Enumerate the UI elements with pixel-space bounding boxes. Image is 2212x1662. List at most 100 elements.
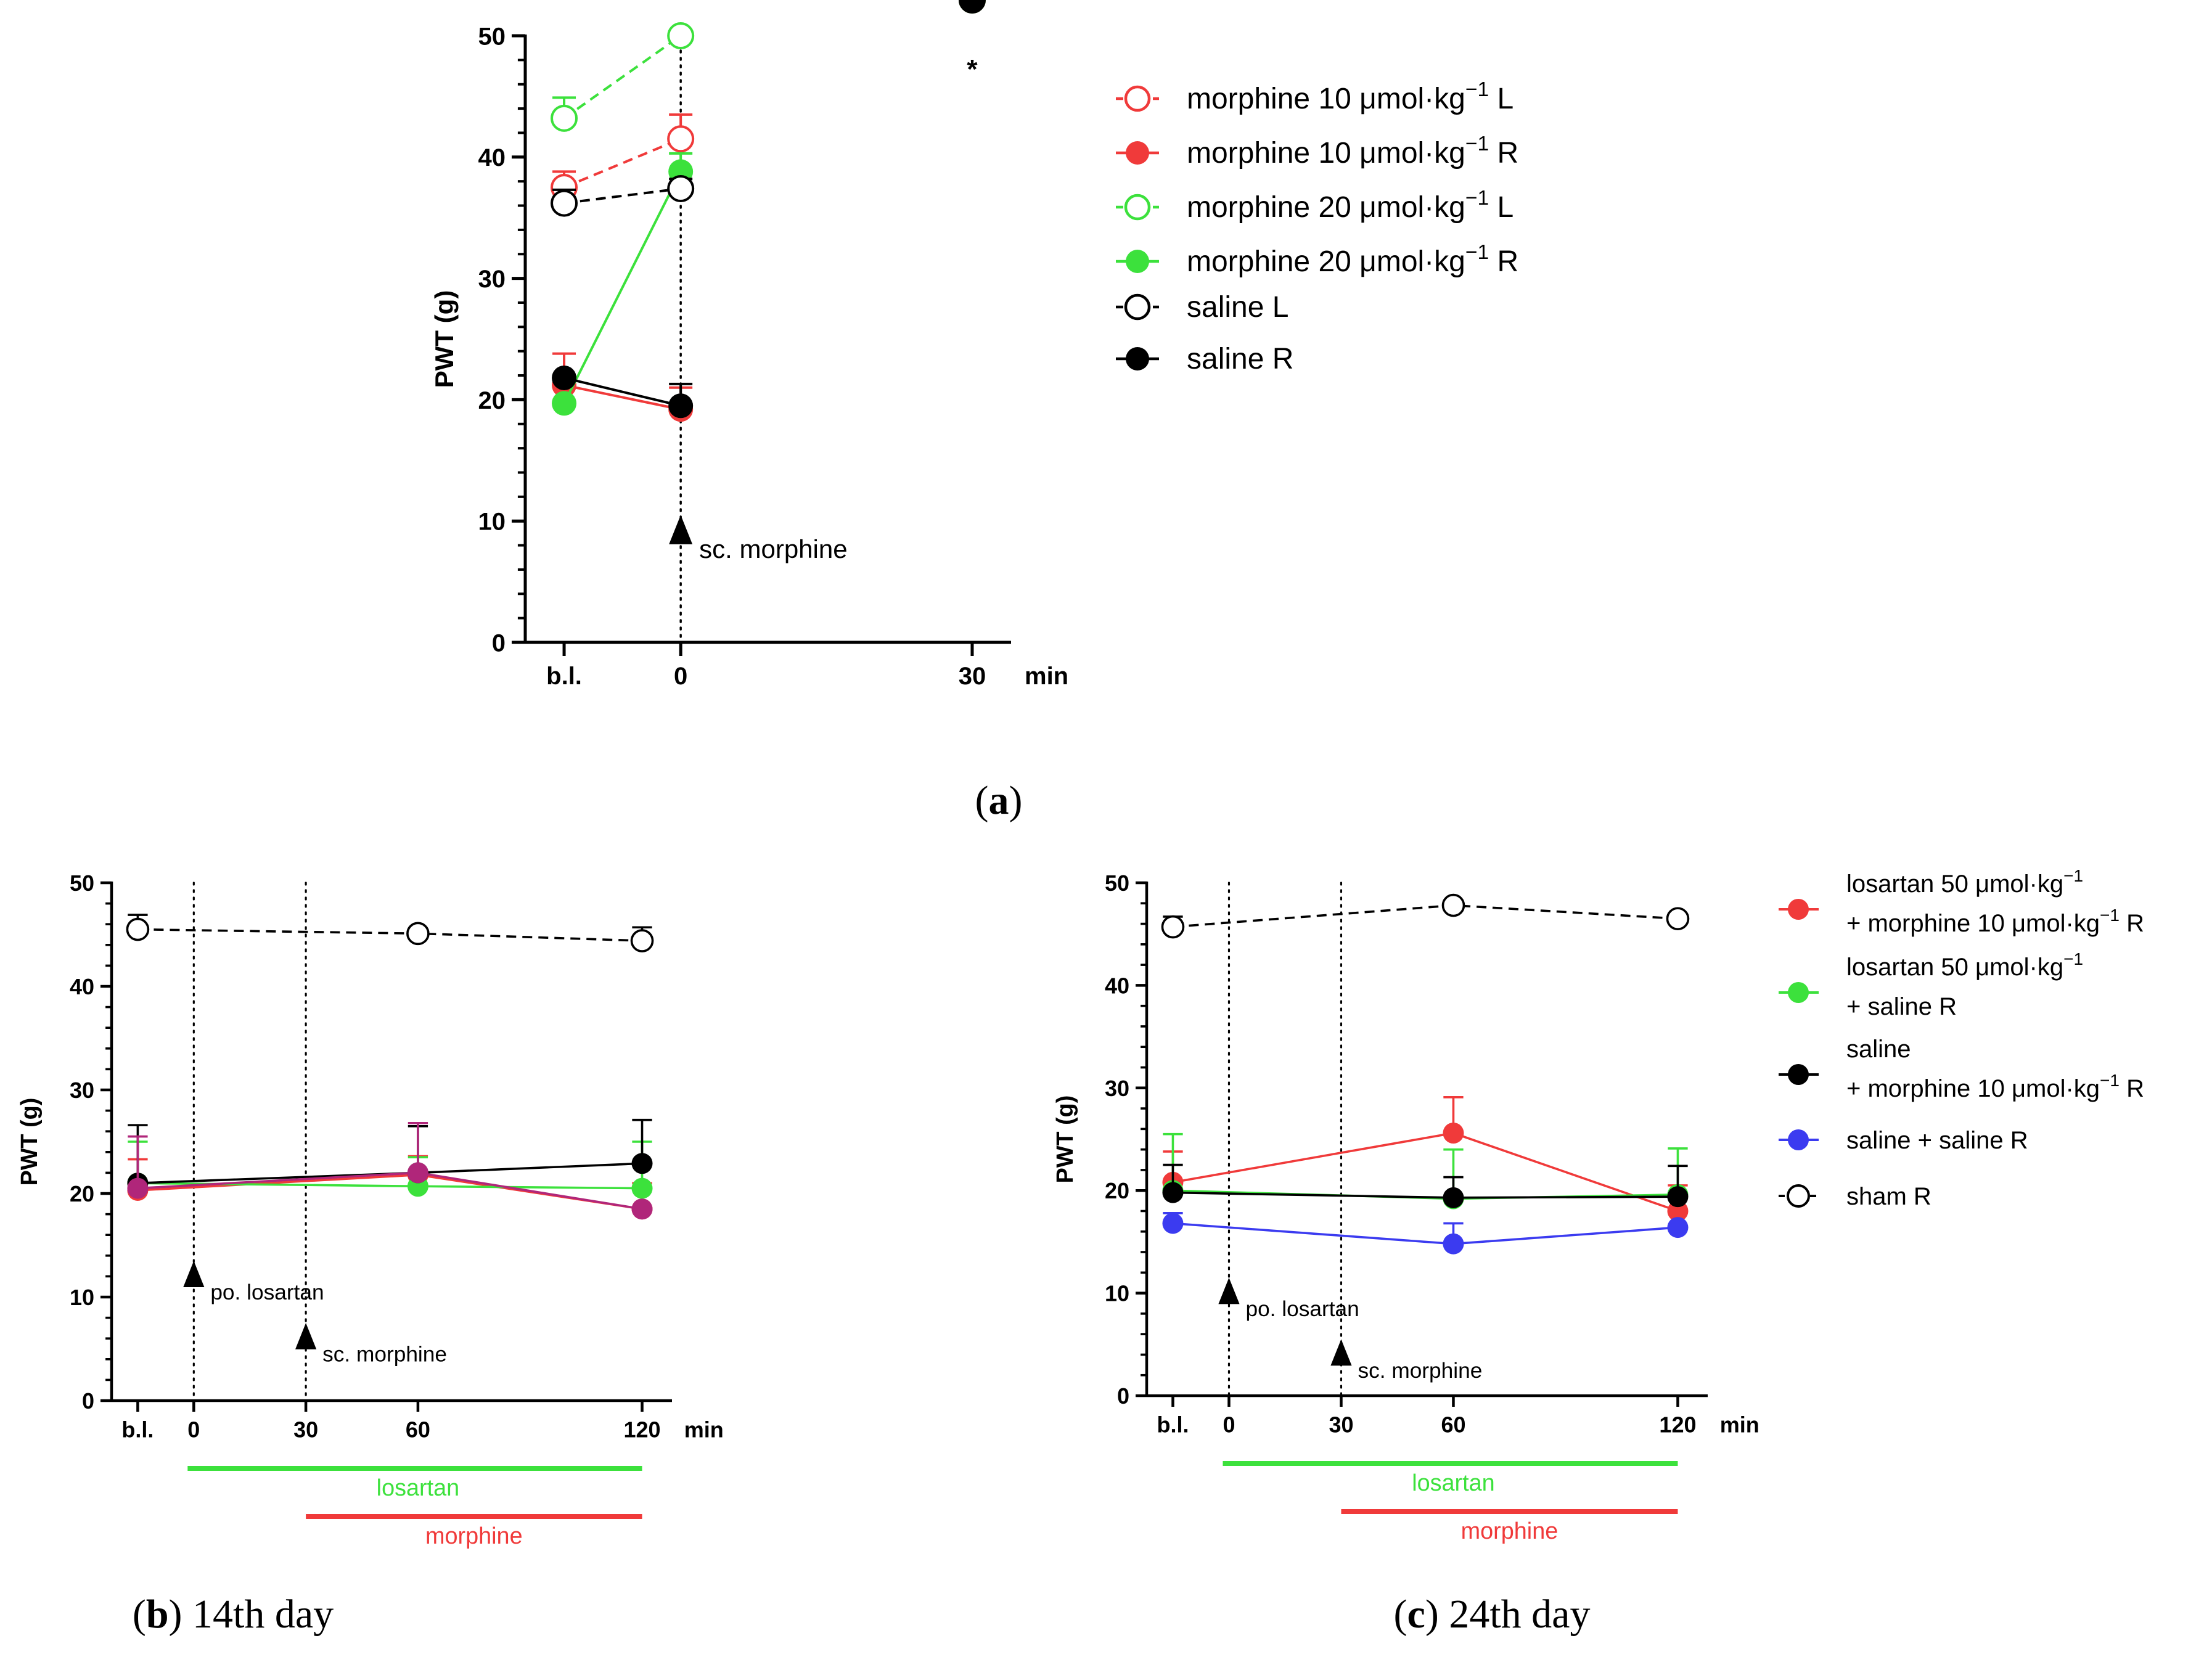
panel-b-caption-letter: b bbox=[146, 1592, 169, 1637]
legend-c-marker-1 bbox=[1788, 982, 1809, 1003]
panel-b-caption-text: 14th day bbox=[182, 1592, 334, 1637]
panel-c-point-4-0 bbox=[1161, 915, 1185, 939]
panel-c-ytick-label-5: 50 bbox=[1105, 870, 1129, 896]
legend-c-label-0-1-tail: R bbox=[2120, 910, 2144, 937]
panel-c-x-unit: min bbox=[1720, 1412, 1759, 1437]
panel-a-point-4-0 bbox=[551, 189, 578, 217]
panel-b-point-2-2 bbox=[631, 1153, 653, 1174]
panel-b-annotation-0: po. losartan bbox=[210, 1280, 324, 1304]
panel-b-treatment-label-0: losartan bbox=[377, 1475, 459, 1501]
legend-c-label-0-1-sup: −1 bbox=[2100, 906, 2120, 925]
panel-b-annotation-1: sc. morphine bbox=[322, 1343, 447, 1367]
panel-a-y-label: PWT (g) bbox=[430, 290, 459, 388]
legend-c-label-4-0: sham R bbox=[1846, 1183, 1931, 1210]
panel-c-caption-paren: ) bbox=[1425, 1592, 1439, 1637]
panel-a-ytick-label-5: 50 bbox=[478, 23, 506, 50]
panel-a-x-unit: min bbox=[1025, 663, 1068, 690]
legend-c-label-2-0: saline bbox=[1846, 1036, 1911, 1063]
panel-a-series-line-1 bbox=[563, 383, 681, 411]
legend-a-label-2-sup: −1 bbox=[1465, 187, 1489, 210]
panel-c-arrow-1 bbox=[1330, 1339, 1352, 1366]
panel-c-ytick-label-2: 20 bbox=[1105, 1178, 1129, 1203]
panel-c-treatment-label-0: losartan bbox=[1412, 1470, 1494, 1496]
legend-a-label-2-main: morphine 20 μmol·kg bbox=[1187, 191, 1465, 224]
panel-b-caption-paren: ( bbox=[133, 1592, 146, 1637]
panel-a-ytick-label-3: 30 bbox=[478, 266, 506, 293]
panel-b-xtick-label-4: 120 bbox=[623, 1417, 660, 1442]
panel-a-xtick-label-0: b.l. bbox=[546, 663, 582, 690]
legend-a-label-3-sup: −1 bbox=[1465, 241, 1489, 264]
panel-c-annotation-0: po. losartan bbox=[1245, 1297, 1359, 1321]
legend-a-label-5-main: saline R bbox=[1187, 343, 1293, 375]
legend-a-label-1: morphine 10 μmol·kg−1 R bbox=[1187, 133, 1518, 170]
panel-b-series-line-3 bbox=[137, 1171, 642, 1210]
panel-c-xtick-label-0: b.l. bbox=[1157, 1412, 1189, 1437]
panel-c-ytick-label-1: 10 bbox=[1105, 1281, 1129, 1306]
legend-c-label-1-0-main: losartan 50 μmol·kg bbox=[1846, 954, 2063, 981]
panel-a-arrow-1 bbox=[669, 515, 693, 544]
panel-c-point-2-1 bbox=[1443, 1187, 1464, 1208]
panel-a-caption: (a) bbox=[975, 778, 1023, 823]
panel-b-xtick-label-0: b.l. bbox=[121, 1417, 154, 1442]
legend-a-label-2: morphine 20 μmol·kg−1 L bbox=[1187, 187, 1514, 224]
panel-b-point-3-2 bbox=[631, 1198, 653, 1220]
panel-a-series-line-5 bbox=[563, 377, 681, 407]
legend-a bbox=[1116, 85, 1159, 370]
panel-b-point-4-2 bbox=[630, 929, 654, 952]
panel-a-point-3-0 bbox=[552, 391, 577, 416]
panel-c-point-3-1 bbox=[1443, 1233, 1464, 1255]
legend-a-marker-4 bbox=[1124, 293, 1151, 321]
panel-b-xtick-label-2: 30 bbox=[293, 1417, 318, 1442]
panel-c-series-line-3 bbox=[1173, 1222, 1678, 1245]
panel-c-xtick-label-3: 60 bbox=[1441, 1412, 1465, 1437]
legend-a-label-1-tail: R bbox=[1489, 137, 1518, 170]
legend-c-label-3-0: saline + saline R bbox=[1846, 1127, 2028, 1154]
panel-a-point-2-0 bbox=[551, 104, 578, 132]
panel-c-point-4-1 bbox=[1441, 893, 1465, 917]
legend-c-label-1-0-sup: −1 bbox=[2063, 949, 2083, 968]
legend-c-label-2-0-main: saline bbox=[1846, 1036, 1911, 1063]
legend-a-label-3: morphine 20 μmol·kg−1 R bbox=[1187, 241, 1518, 278]
panel-c-ytick-label-3: 30 bbox=[1105, 1076, 1129, 1101]
panel-b-point-4-0 bbox=[126, 917, 150, 941]
panel-c-treatment-label-1: morphine bbox=[1461, 1518, 1559, 1544]
legend-c-label-2-1: + morphine 10 μmol·kg−1 R bbox=[1846, 1071, 2144, 1102]
legend-a-label-5: saline R bbox=[1187, 343, 1293, 375]
panel-b-xtick-label-3: 60 bbox=[406, 1417, 430, 1442]
panel-a-point-4-1 bbox=[667, 174, 695, 202]
panel-a-point-5-0 bbox=[552, 365, 577, 390]
panel-a: 0 10 20 30 40 50 b.l. 0 30 min PWT (g) * sc. morphin… bbox=[430, 0, 1068, 823]
panel-c-point-4-2 bbox=[1666, 907, 1690, 931]
panel-c-xtick-label-2: 30 bbox=[1329, 1412, 1353, 1437]
panel-c-point-2-2 bbox=[1667, 1186, 1689, 1208]
panel-a-ytick-label-0: 0 bbox=[492, 629, 506, 657]
panel-b-ytick-label-5: 50 bbox=[70, 870, 94, 896]
panel-b-arrow-1 bbox=[295, 1323, 317, 1349]
panel-a-series-line-0 bbox=[563, 137, 681, 189]
panel-a-ytick-label-2: 20 bbox=[478, 387, 506, 414]
legend-a-marker-5 bbox=[1126, 347, 1149, 370]
panel-c-series-line-0 bbox=[1173, 1132, 1679, 1213]
panel-c-caption-text: 24th day bbox=[1439, 1592, 1591, 1637]
legend-c-label-0-0: losartan 50 μmol·kg−1 bbox=[1846, 866, 2083, 898]
panel-c-point-0-1 bbox=[1443, 1123, 1464, 1144]
panel-a-xtick-label-1: 0 bbox=[674, 663, 687, 690]
legend-a-label-0-tail: L bbox=[1489, 83, 1514, 115]
panel-a-caption-paren: ) bbox=[1009, 778, 1023, 823]
legend-c-marker-2 bbox=[1788, 1064, 1809, 1085]
legend-a-label-1-main: morphine 10 μmol·kg bbox=[1187, 137, 1465, 170]
legend-a-label-0-sup: −1 bbox=[1465, 78, 1489, 101]
panel-a-caption-paren: ( bbox=[975, 778, 989, 823]
panel-a-series-line-2 bbox=[563, 35, 682, 120]
legend-c-marker-3 bbox=[1788, 1129, 1809, 1150]
legend-c-label-0-1-main: + morphine 10 μmol·kg bbox=[1846, 910, 2100, 937]
panel-c: 0 10 20 30 40 50 b.l. 0 30 60 120 min PWT (g) po. los… bbox=[1052, 870, 1759, 1637]
panel-b-point-3-1 bbox=[407, 1162, 428, 1184]
panel-b-caption: (b) 14th day bbox=[133, 1592, 334, 1637]
panel-b: 0 10 20 30 40 50 b.l. 0 30 60 120 min PWT (g) po. los… bbox=[17, 870, 724, 1637]
legend-a-marker-1 bbox=[1126, 141, 1149, 165]
panel-a-point-5-1 bbox=[668, 393, 694, 419]
legend-a-label-1-sup: −1 bbox=[1465, 133, 1489, 155]
panel-c-xtick-label-4: 120 bbox=[1659, 1412, 1696, 1437]
panel-b-series-line-4 bbox=[137, 928, 642, 942]
